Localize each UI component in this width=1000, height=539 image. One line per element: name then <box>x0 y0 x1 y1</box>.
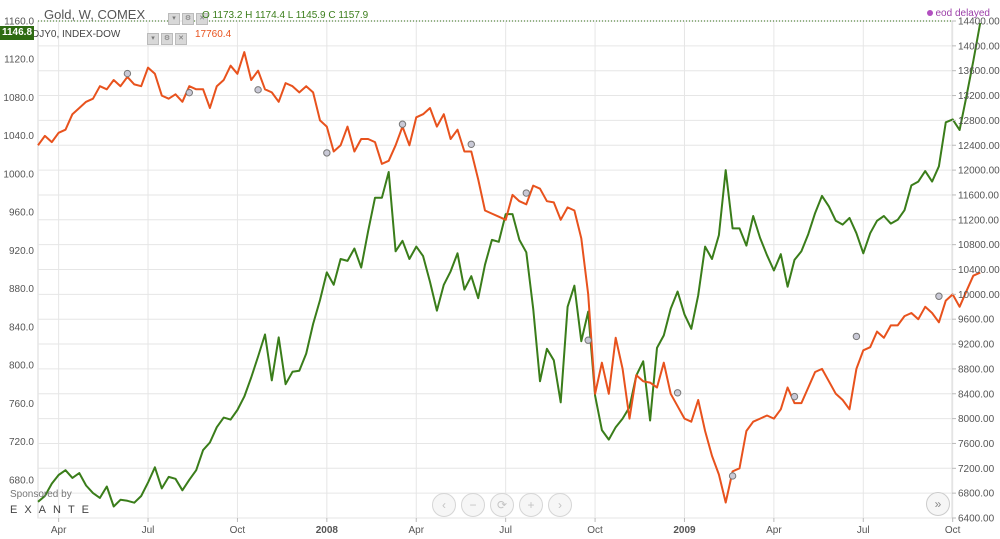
x-tick-label: Apr <box>766 525 782 536</box>
right-tick-label: 7200.00 <box>958 464 995 475</box>
x-axis-ticks: Apr Jul Oct 2008 Apr Jul Oct 2009 Apr Jul Oct <box>51 518 961 536</box>
compare-series-value: 17760.4 <box>195 29 232 40</box>
gold-series-line <box>37 22 982 508</box>
event-marker <box>935 292 943 300</box>
close-icon[interactable]: ✕ <box>175 32 187 45</box>
right-tick-label: 14000.00 <box>958 41 1000 52</box>
event-marker <box>852 332 861 341</box>
x-tick-label: Oct <box>945 525 961 536</box>
left-tick-label: 960.0 <box>9 208 34 219</box>
right-tick-label: 14400.00 <box>958 17 1000 28</box>
navigation-controls: ‹ − ⟳ + › <box>432 493 577 517</box>
left-tick-label: 800.0 <box>9 361 34 372</box>
left-tick-label: 1120.0 <box>4 55 34 66</box>
left-tick-label: 1080.0 <box>3 93 34 104</box>
event-marker <box>123 69 132 78</box>
event-marker <box>673 389 682 397</box>
settings-icon[interactable]: ⚙ <box>182 12 194 25</box>
chart-title: Gold, W, COMEX <box>44 7 146 22</box>
scroll-back-button[interactable]: ‹ <box>432 493 456 517</box>
left-tick-label: 1160.0 <box>4 17 34 28</box>
right-tick-label: 11200.00 <box>958 215 999 226</box>
zoom-out-button[interactable]: − <box>461 493 485 517</box>
event-marker <box>323 149 331 157</box>
left-tick-label: 1000.0 <box>3 169 34 180</box>
right-tick-label: 11600.00 <box>958 190 999 201</box>
title-buttons: ▾ ⚙ ✕ <box>166 10 208 28</box>
event-marker <box>522 189 530 197</box>
dow-series-line <box>37 51 981 504</box>
right-tick-label: 6800.00 <box>958 489 995 500</box>
right-tick-label: 6400.00 <box>958 514 995 525</box>
chevron-down-icon[interactable]: ▾ <box>147 32 159 45</box>
event-marker <box>467 140 475 148</box>
left-tick-label: 760.0 <box>9 399 34 410</box>
x-tick-label: Apr <box>51 525 67 536</box>
right-tick-label: 8400.00 <box>958 389 995 400</box>
right-tick-label: 10000.00 <box>958 290 1000 301</box>
right-tick-label: 10400.00 <box>958 265 1000 276</box>
right-tick-label: 13200.00 <box>958 91 1000 102</box>
jump-to-end-button[interactable]: » <box>926 492 950 516</box>
eod-label: eod delayed <box>935 8 991 19</box>
event-marker <box>398 120 407 128</box>
right-tick-label: 8000.00 <box>958 414 995 425</box>
scroll-forward-button[interactable]: › <box>548 493 572 517</box>
right-tick-label: 12400.00 <box>958 141 1000 152</box>
close-icon[interactable]: ✕ <box>196 12 208 25</box>
left-axis-ticks: 680.0 720.0 760.0 800.0 840.0 880.0 920.0 960.0… <box>3 17 34 487</box>
left-tick-label: 1040.0 <box>3 131 34 142</box>
reset-button[interactable]: ⟳ <box>490 493 514 517</box>
right-tick-label: 8800.00 <box>958 364 995 375</box>
x-tick-label: Oct <box>587 525 603 536</box>
right-tick-label: 7600.00 <box>958 439 995 450</box>
x-tick-label: Apr <box>408 525 424 536</box>
event-marker <box>254 86 262 94</box>
right-tick-label: 12800.00 <box>958 116 1000 127</box>
left-tick-label: 880.0 <box>9 284 34 295</box>
settings-icon[interactable]: ⚙ <box>161 32 173 45</box>
sponsor-logo[interactable]: EXANTE <box>10 504 97 516</box>
right-tick-label: 13600.00 <box>958 66 1000 77</box>
chart-grid <box>37 20 954 519</box>
compare-buttons: ▾ ⚙ ✕ <box>145 30 187 48</box>
left-tick-label: 840.0 <box>9 322 34 333</box>
status-dot-icon <box>926 10 933 17</box>
left-tick-label: 720.0 <box>9 437 34 448</box>
eod-delayed-badge: eod delayed <box>926 8 991 19</box>
chevron-down-icon[interactable]: ▾ <box>168 12 180 25</box>
event-marker <box>728 472 737 480</box>
right-tick-label: 9600.00 <box>958 315 995 326</box>
right-tick-label: 10800.00 <box>958 240 1000 251</box>
event-marker <box>584 336 592 344</box>
compare-series-title: DJY0, INDEX-DOW <box>32 29 121 40</box>
x-tick-label: Oct <box>230 525 246 536</box>
last-price-label: 1146.8 <box>0 26 34 40</box>
x-tick-label: Jul <box>857 525 870 536</box>
sponsor-text: Sponsored by <box>10 489 72 500</box>
x-tick-label: Jul <box>142 525 155 536</box>
event-marker <box>790 392 799 401</box>
right-tick-label: 12000.00 <box>958 166 1000 177</box>
zoom-in-button[interactable]: + <box>519 493 543 517</box>
x-tick-label: 2009 <box>673 525 696 536</box>
right-tick-label: 9200.00 <box>958 340 995 351</box>
event-marker <box>185 88 194 97</box>
left-tick-label: 920.0 <box>9 246 34 257</box>
x-tick-label: Jul <box>499 525 512 536</box>
ohlc-values: O 1173.2 H 1174.4 L 1145.9 C 1157.9 <box>202 10 369 21</box>
event-markers <box>123 69 943 480</box>
chart-series <box>37 22 982 508</box>
right-axis-ticks: 6400.00 6800.00 7200.00 7600.00 8000.00 8400.… <box>952 17 1000 525</box>
x-tick-label: 2008 <box>316 525 339 536</box>
left-tick-label: 680.0 <box>9 475 34 486</box>
